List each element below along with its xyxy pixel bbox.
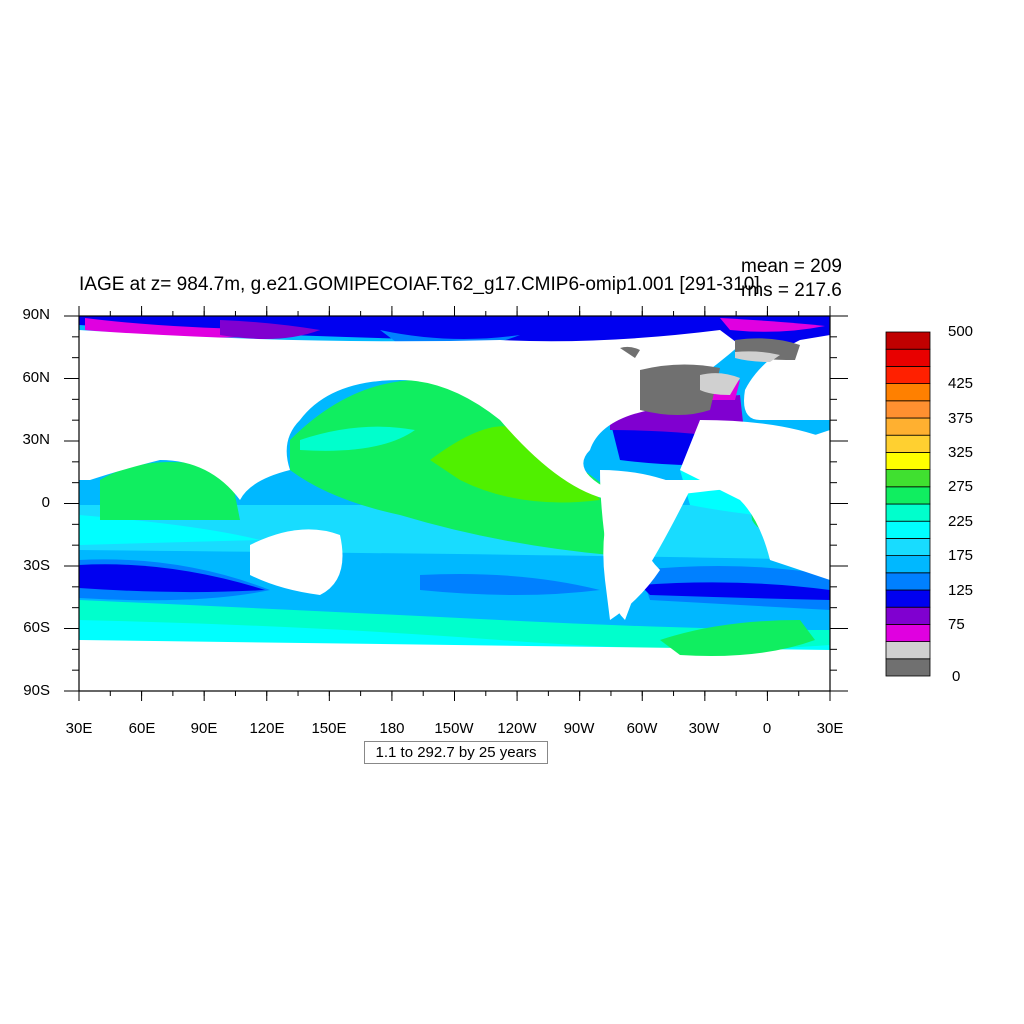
colorbar-swatch xyxy=(885,469,931,488)
colorbar-swatch xyxy=(885,606,931,625)
south-america xyxy=(600,470,690,620)
colorbar-swatch xyxy=(885,658,931,677)
colorbar-swatch xyxy=(885,538,931,557)
colorbar-label-425: 425 xyxy=(948,375,974,392)
lat-label-60n: 60N xyxy=(22,369,50,386)
colorbar-swatch xyxy=(885,400,931,419)
indian-blue-deep xyxy=(79,564,265,593)
colorbar-swatch xyxy=(885,451,931,470)
colorbar-swatch xyxy=(885,434,931,453)
lon-label-30w: 30W xyxy=(688,720,720,737)
colorbar-label-75: 75 xyxy=(948,616,965,633)
time-range-box: 1.1 to 292.7 by 25 years xyxy=(364,741,548,764)
antarctica xyxy=(79,640,830,691)
colorbar-label-0: 0 xyxy=(952,668,961,685)
lon-label-60e: 60E xyxy=(128,720,156,737)
indian-green xyxy=(100,462,240,520)
lon-label-120w: 120W xyxy=(497,720,537,737)
arctic-purple-west xyxy=(220,320,320,339)
lat-label-0: 0 xyxy=(41,494,50,511)
colorbar-label-125: 125 xyxy=(948,582,974,599)
colorbar-swatch xyxy=(885,520,931,539)
colorbar-swatch xyxy=(885,365,931,384)
weddell-green xyxy=(660,620,815,656)
lat-label-60s: 60S xyxy=(23,619,50,636)
lon-label-30e: 30E xyxy=(65,720,93,737)
lat-label-90s: 90S xyxy=(23,682,50,699)
lat-label-30s: 30S xyxy=(23,557,50,574)
colorbar-swatch xyxy=(885,331,931,350)
colorbar-label-325: 325 xyxy=(948,444,974,461)
pacific-north-aqua xyxy=(300,426,415,451)
colorbar-swatch xyxy=(885,624,931,643)
arctic-magenta-east xyxy=(720,318,825,332)
colorbar-label-500: 500 xyxy=(948,323,974,340)
lon-label-90e: 90E xyxy=(190,720,218,737)
colorbar-label-375: 375 xyxy=(948,410,974,427)
pacific-yellow-green xyxy=(430,426,600,503)
map-title: IAGE at z= 984.7m, g.e21.GOMIPECOIAF.T62… xyxy=(79,274,760,295)
ocean-field xyxy=(79,316,830,691)
lon-label-180: 180 xyxy=(379,720,405,737)
colorbar-swatch xyxy=(885,417,931,436)
lat-label-90n: 90N xyxy=(22,306,50,323)
colorbar xyxy=(885,331,931,677)
lon-label-120e: 120E xyxy=(249,720,285,737)
australia xyxy=(250,529,343,595)
labrador-light-gray xyxy=(700,373,740,395)
colorbar-swatch xyxy=(885,555,931,574)
lat-label-30n: 30N xyxy=(22,431,50,448)
colorbar-swatch xyxy=(885,589,931,608)
mean-stat: mean = 209 xyxy=(741,256,842,277)
indian-cyan xyxy=(79,515,260,545)
island-gray xyxy=(620,346,640,358)
africa xyxy=(680,420,830,580)
colorbar-swatch xyxy=(885,486,931,505)
atlantic-south-deep xyxy=(640,582,830,600)
pacific-south-blue xyxy=(420,574,600,595)
rms-stat: rms = 217.6 xyxy=(741,280,842,301)
colorbar-swatch xyxy=(885,503,931,522)
lon-label-150e: 150E xyxy=(311,720,347,737)
lon-label-30e-east: 30E xyxy=(816,720,844,737)
colorbar-label-225: 225 xyxy=(948,513,974,530)
colorbar-label-175: 175 xyxy=(948,547,974,564)
colorbar-label-275: 275 xyxy=(948,478,974,495)
lon-label-150w: 150W xyxy=(434,720,474,737)
lon-label-0: 0 xyxy=(762,720,772,737)
axis-ticks xyxy=(64,306,848,701)
colorbar-swatch xyxy=(885,641,931,660)
colorbar-swatch xyxy=(885,572,931,591)
colorbar-swatch xyxy=(885,383,931,402)
lon-label-60w: 60W xyxy=(626,720,658,737)
colorbar-swatch xyxy=(885,348,931,367)
arctic-light-gray xyxy=(735,351,780,362)
lon-label-90w: 90W xyxy=(563,720,595,737)
